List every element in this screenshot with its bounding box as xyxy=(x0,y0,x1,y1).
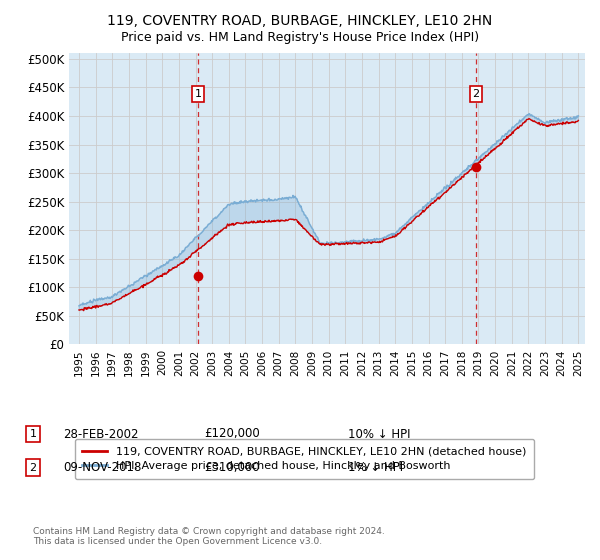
Text: 1: 1 xyxy=(194,89,202,99)
Text: 2: 2 xyxy=(473,89,480,99)
Text: Contains HM Land Registry data © Crown copyright and database right 2024.
This d: Contains HM Land Registry data © Crown c… xyxy=(33,526,385,546)
Text: 119, COVENTRY ROAD, BURBAGE, HINCKLEY, LE10 2HN: 119, COVENTRY ROAD, BURBAGE, HINCKLEY, L… xyxy=(107,14,493,28)
Text: 28-FEB-2002: 28-FEB-2002 xyxy=(63,427,139,441)
Text: £120,000: £120,000 xyxy=(204,427,260,441)
Text: £310,000: £310,000 xyxy=(204,461,260,474)
Text: 09-NOV-2018: 09-NOV-2018 xyxy=(63,461,142,474)
Text: 10% ↓ HPI: 10% ↓ HPI xyxy=(348,427,410,441)
Text: 2: 2 xyxy=(29,463,37,473)
Text: 1% ↓ HPI: 1% ↓ HPI xyxy=(348,461,403,474)
Legend: 119, COVENTRY ROAD, BURBAGE, HINCKLEY, LE10 2HN (detached house), HPI: Average p: 119, COVENTRY ROAD, BURBAGE, HINCKLEY, L… xyxy=(74,439,534,479)
Text: Price paid vs. HM Land Registry's House Price Index (HPI): Price paid vs. HM Land Registry's House … xyxy=(121,31,479,44)
Text: 1: 1 xyxy=(29,429,37,439)
